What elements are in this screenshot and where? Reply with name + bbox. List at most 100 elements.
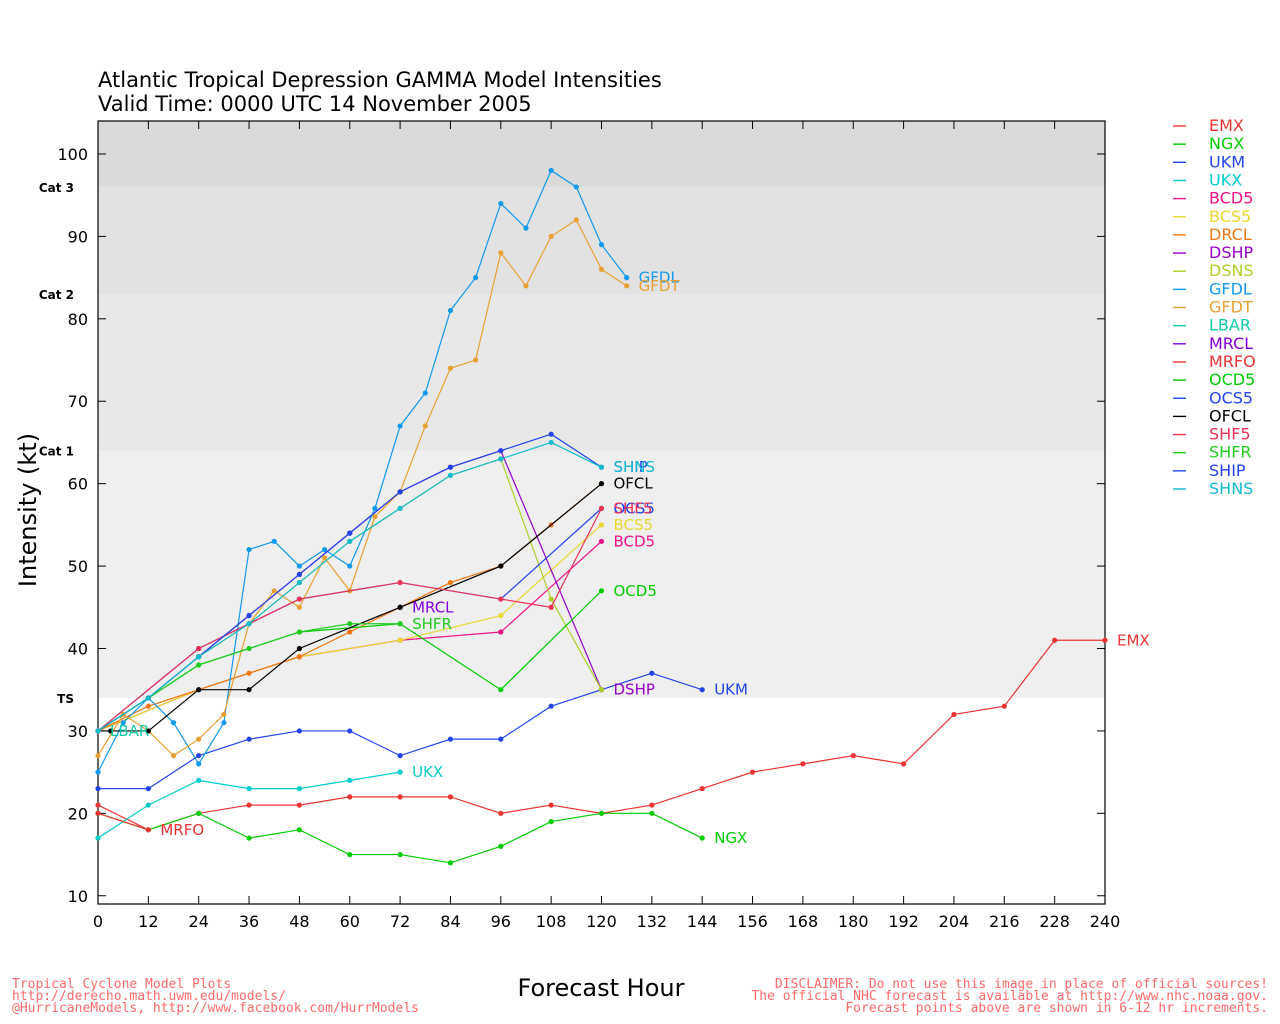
legend-label-lbar: LBAR xyxy=(1209,316,1251,335)
point-bcs5 xyxy=(498,612,504,619)
chart-title: Atlantic Tropical Depression GAMMA Model… xyxy=(98,68,662,92)
point-gfdl xyxy=(548,167,554,174)
point-ukm xyxy=(397,753,403,759)
end-label-shns: SHNS xyxy=(614,458,656,476)
point-shf5 xyxy=(196,645,202,652)
series-group xyxy=(95,167,1108,866)
point-emx xyxy=(850,753,856,759)
point-emx xyxy=(397,794,403,800)
point-gfdl xyxy=(246,546,252,553)
x-tick-label: 0 xyxy=(93,912,103,931)
point-shfr xyxy=(347,621,353,627)
end-label-ngx: NGX xyxy=(714,829,747,847)
point-dsns xyxy=(548,596,554,602)
point-ocd5 xyxy=(498,687,504,693)
series-ukx xyxy=(95,769,403,841)
y-tick-label: 60 xyxy=(68,475,88,494)
point-gfdt xyxy=(473,357,479,363)
point-shns xyxy=(397,505,403,511)
point-emx xyxy=(95,802,101,808)
x-tick-label: 84 xyxy=(440,912,460,931)
point-ngx xyxy=(296,827,302,833)
point-gfdl xyxy=(95,769,101,775)
x-tick-label: 168 xyxy=(788,912,819,931)
point-gfdt xyxy=(548,233,554,239)
point-ngx xyxy=(347,851,353,858)
point-shns xyxy=(246,621,252,627)
end-label-ocs5: OCS5 xyxy=(614,499,655,517)
legend-label-mrfo: MRFO xyxy=(1209,352,1256,371)
point-ngx xyxy=(498,843,504,849)
point-gfdl xyxy=(347,563,353,569)
x-tick-label: 24 xyxy=(189,912,209,931)
point-bcs5 xyxy=(598,522,605,528)
point-shfr xyxy=(296,629,302,635)
point-gfdt xyxy=(422,423,428,429)
point-shf5 xyxy=(296,596,302,602)
band-label-cat-3: Cat 3 xyxy=(39,181,74,195)
point-ofcl xyxy=(196,687,202,693)
y-tick-label: 70 xyxy=(68,392,88,411)
x-tick-label: 240 xyxy=(1090,912,1121,931)
footer-disclaimer-line-1: DISCLAIMER: Do not use this image in pla… xyxy=(775,977,1268,992)
point-ship xyxy=(347,530,353,536)
point-gfdt xyxy=(372,514,378,520)
point-gfdt xyxy=(447,365,454,371)
legend-label-ship: SHIP xyxy=(1209,461,1246,480)
y-axis-label: Intensity (kt) xyxy=(14,433,42,587)
footer-left-line-2: http://derecho.math.uwm.edu/models/ xyxy=(12,989,286,1004)
point-ofcl xyxy=(498,563,504,569)
point-shfr xyxy=(196,662,202,668)
point-shns xyxy=(95,728,101,734)
point-shf5 xyxy=(498,596,504,602)
point-gfdt xyxy=(196,736,202,742)
x-tick-label: 60 xyxy=(340,912,360,931)
point-ukm xyxy=(498,736,504,742)
point-gfdt xyxy=(624,283,630,289)
series-mrfo xyxy=(95,810,151,833)
x-tick-label: 132 xyxy=(637,912,668,931)
point-drcl xyxy=(246,670,252,676)
point-emx xyxy=(447,794,454,800)
point-gfdl xyxy=(523,225,529,231)
footer-left: Tropical Cyclone Model Plots http://dere… xyxy=(12,977,419,1016)
point-shns xyxy=(145,695,151,701)
point-ukm xyxy=(296,728,302,734)
point-emx xyxy=(901,761,907,767)
point-gfdl xyxy=(120,720,126,726)
legend-label-ocd5: OCD5 xyxy=(1209,370,1255,389)
footer-left-line-1: Tropical Cyclone Model Plots xyxy=(12,977,231,992)
point-ofcl xyxy=(107,728,114,734)
legend-label-ocs5: OCS5 xyxy=(1209,388,1253,407)
point-ship xyxy=(397,489,403,495)
point-emx xyxy=(1052,637,1058,643)
legend-label-emx: EMX xyxy=(1209,116,1244,135)
y-tick-label: 10 xyxy=(68,887,88,906)
x-tick-label: 36 xyxy=(239,912,259,931)
legend-label-shf5: SHF5 xyxy=(1209,425,1251,444)
point-dsns xyxy=(598,687,605,693)
legend-label-ofcl: OFCL xyxy=(1209,406,1251,425)
point-ngx xyxy=(598,810,605,816)
point-ukx xyxy=(246,786,252,792)
legend-label-gfdl: GFDL xyxy=(1209,279,1252,298)
y-tick-label: 20 xyxy=(68,804,88,823)
point-ocd5 xyxy=(598,588,605,594)
point-ukx xyxy=(95,835,101,841)
point-gfdl xyxy=(447,307,454,314)
point-gfdl xyxy=(397,423,403,429)
point-shns xyxy=(347,538,353,544)
band-label-cat-2: Cat 2 xyxy=(39,288,74,302)
point-shns xyxy=(598,464,605,470)
end-label-bcd5: BCD5 xyxy=(614,532,656,550)
point-gfdt xyxy=(523,283,529,289)
footer-left-line-3: @HurricaneModels, http://www.facebook.co… xyxy=(12,1001,419,1016)
point-gfdl xyxy=(473,275,479,281)
legend-label-dsns: DSNS xyxy=(1209,261,1254,280)
point-ofcl xyxy=(397,604,403,610)
x-tick-label: 108 xyxy=(536,912,567,931)
point-gfdl xyxy=(598,242,605,248)
point-ukm xyxy=(246,736,252,742)
point-ngx xyxy=(699,835,705,841)
